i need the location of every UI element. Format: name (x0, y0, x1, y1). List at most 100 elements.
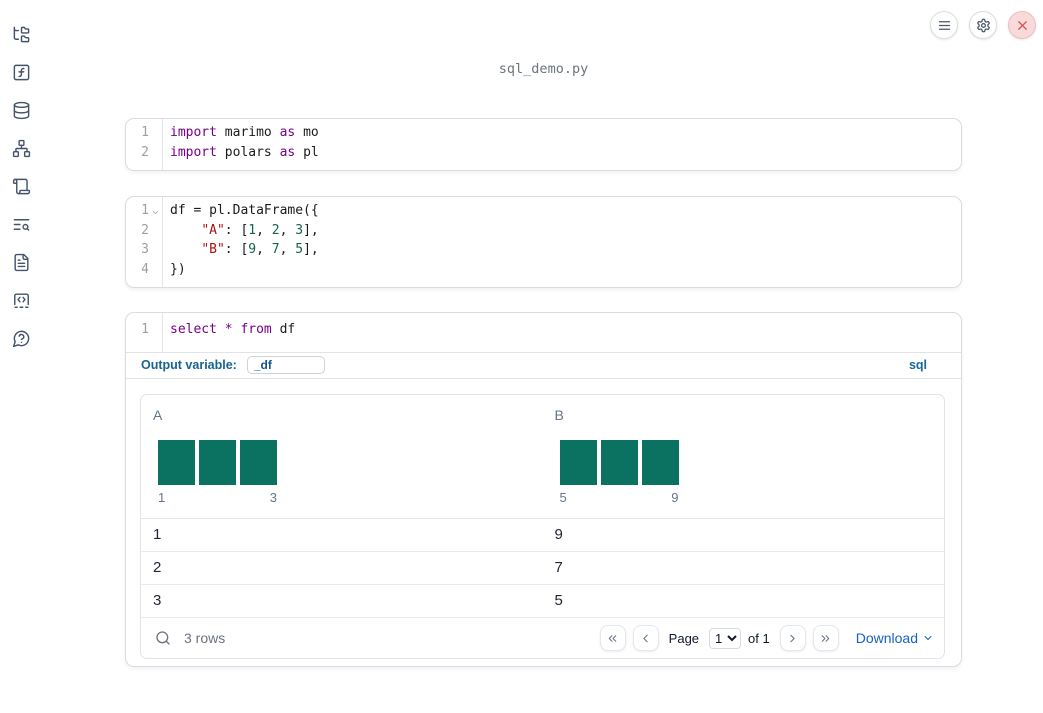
sidebar (0, 0, 44, 713)
text-search-icon (12, 215, 32, 234)
table-cell: 9 (554, 526, 563, 543)
table-footer: 3 rows Page 1 of 1 (141, 618, 944, 658)
line-number: 4 (141, 261, 149, 277)
fold-slot (149, 262, 162, 282)
code-editor[interactable]: 1 import marimo as mo 2 import polars as pl (126, 119, 961, 170)
code-line[interactable]: 2 "A": [1, 2, 3], (126, 223, 961, 243)
code-line[interactable]: 1 import marimo as mo (126, 125, 961, 145)
code-text: select * from df (170, 322, 296, 337)
output-variable-input[interactable] (246, 356, 325, 374)
scratchpad-button[interactable] (12, 290, 32, 310)
histogram-bar (199, 439, 236, 485)
dependency-graph-button[interactable] (12, 138, 32, 158)
logs-button[interactable] (12, 176, 32, 196)
code-line[interactable]: 4}) (126, 262, 961, 282)
histogram-bar (559, 439, 597, 485)
column-name[interactable]: B (554, 406, 564, 423)
code-line[interactable]: 1 select * from df (126, 322, 961, 342)
table-cell: 5 (554, 592, 563, 609)
histogram-bar (240, 439, 277, 485)
search-icon (155, 630, 171, 646)
column-name[interactable]: A (153, 406, 163, 423)
code-text: import marimo as mo (170, 125, 319, 140)
variables-button[interactable] (12, 62, 32, 82)
fold-chevron-down-icon[interactable] (149, 203, 162, 223)
code-text: "A": [1, 2, 3], (201, 222, 319, 238)
code-pad-icon (12, 291, 32, 310)
line-number: 1 (141, 125, 149, 140)
square-function-icon (12, 63, 32, 82)
topbar (930, 11, 1036, 39)
code-text: df = pl.DataFrame({ (170, 203, 319, 218)
output-variable-row: Output variable: sql (126, 351, 961, 379)
code-line[interactable]: 2 import polars as pl (126, 145, 961, 165)
fold-slot (149, 223, 162, 243)
menu-icon (937, 18, 952, 33)
page-select[interactable]: 1 (709, 627, 742, 649)
sql-editor[interactable]: 1 select * from df (126, 313, 961, 352)
code-line[interactable]: 1 df = pl.DataFrame({ (126, 203, 961, 223)
file-text-icon (12, 253, 32, 272)
documentation-button[interactable] (12, 252, 32, 272)
fold-slot (149, 322, 162, 342)
file-explorer-button[interactable] (12, 24, 32, 44)
chevron-down-icon (922, 632, 934, 644)
fold-slot (149, 125, 162, 145)
last-page-button[interactable] (812, 625, 839, 651)
previous-page-button[interactable] (632, 625, 659, 651)
chat-question-icon (12, 329, 32, 348)
code-text: import polars as pl (170, 144, 319, 160)
snippets-button[interactable] (12, 214, 32, 234)
chevrons-right-icon (819, 632, 832, 645)
histogram-max-label: 9 (671, 489, 679, 505)
code-cell-dataframe: 1 df = pl.DataFrame({2 "A": [1, 2, 3], 3 "… (125, 196, 962, 288)
page-of-label: of 1 (748, 630, 770, 646)
pagination: Page 1 of 1 Download (599, 625, 934, 651)
chevrons-left-icon (606, 632, 619, 645)
gear-icon (976, 18, 991, 33)
settings-button[interactable] (969, 11, 997, 39)
code-text: "B": [9, 7, 5], (201, 242, 319, 257)
code-editor[interactable]: 1 df = pl.DataFrame({2 "A": [1, 2, 3], 3 "… (126, 197, 961, 287)
table-cell: 2 (153, 559, 162, 576)
page-label: Page (668, 630, 700, 646)
first-page-button[interactable] (599, 625, 626, 651)
database-icon (12, 101, 32, 120)
table-cell: 1 (153, 526, 162, 543)
download-button[interactable]: Download (856, 630, 934, 646)
fold-slot (149, 242, 162, 262)
table-cell: 3 (153, 592, 162, 609)
code-line[interactable]: 3 "B": [9, 7, 5], (126, 242, 961, 262)
download-label: Download (855, 630, 918, 646)
search-button[interactable] (151, 630, 171, 646)
filename: sql_demo.py (498, 61, 589, 77)
shutdown-button[interactable] (1008, 11, 1036, 39)
language-badge: sql (908, 358, 927, 372)
row-count: 3 rows (184, 630, 226, 646)
output-variable-label: Output variable: (141, 358, 237, 372)
line-number: 2 (141, 222, 149, 238)
code-cell-imports: 1 import marimo as mo 2 import polars as pl (125, 118, 962, 171)
help-button[interactable] (12, 328, 32, 348)
code-text: }) (170, 261, 186, 277)
histogram-bar (600, 439, 638, 485)
table-cell: 7 (554, 559, 563, 576)
chevron-right-icon (786, 632, 799, 645)
line-number: 1 (141, 203, 149, 218)
menu-button[interactable] (930, 11, 958, 39)
data-sources-button[interactable] (12, 100, 32, 120)
next-page-button[interactable] (779, 625, 806, 651)
histogram-min-label: 5 (559, 489, 567, 505)
network-icon (12, 139, 32, 158)
